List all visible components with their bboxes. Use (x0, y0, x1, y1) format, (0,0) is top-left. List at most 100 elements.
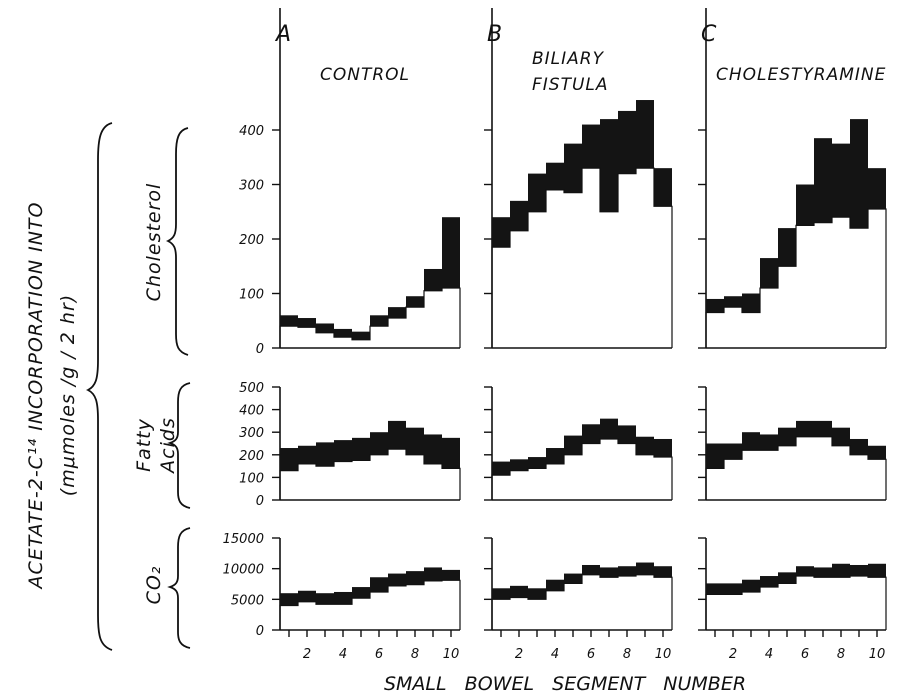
x-tick-label-b-co2: 10 (655, 647, 672, 662)
y-axis-main-label: ACETATE-2-C¹⁴ INCORPORATION INTO (25, 202, 47, 591)
x-tick-label-c-co2: 2 (729, 647, 737, 662)
lower-outline-b-co2 (491, 574, 673, 630)
range-band-c-co2 (778, 572, 796, 584)
range-band-a-cholesterol (370, 315, 388, 327)
y-tick-label-a-fatty-acids: 0 (256, 494, 264, 509)
x-axis-label: SMALL BOWEL SEGMENT NUMBER (384, 673, 746, 695)
y-tick-label-a-co2: 0 (256, 624, 264, 639)
range-band-a-cholesterol (298, 318, 316, 328)
y-tick-label-a-co2: 15000 (223, 532, 264, 547)
range-band-c-co2 (796, 566, 814, 577)
range-band-b-co2 (618, 566, 636, 577)
range-band-c-fatty-acids (724, 443, 742, 460)
range-band-c-co2 (706, 583, 724, 595)
range-band-a-cholesterol (316, 323, 334, 333)
range-band-c-fatty-acids (832, 427, 850, 446)
y-tick-label-a-cholesterol: 300 (239, 179, 264, 194)
lower-outline-b-cholesterol (491, 167, 673, 348)
range-band-c-co2 (850, 564, 868, 577)
x-tick-label-c-co2: 10 (869, 647, 886, 662)
range-band-b-co2 (492, 588, 510, 600)
range-band-b-cholesterol (564, 143, 582, 193)
lower-outline-a-cholesterol (279, 287, 461, 348)
range-band-c-cholesterol (814, 138, 832, 223)
range-band-a-fatty-acids (406, 427, 424, 455)
x-tick-label-b-co2: 2 (515, 647, 523, 662)
range-band-a-cholesterol (442, 217, 460, 289)
range-band-b-cholesterol (600, 119, 618, 212)
lower-outline-a-fatty-acids (279, 448, 461, 500)
y-tick-label-a-fatty-acids: 300 (239, 426, 264, 441)
range-band-a-fatty-acids (334, 440, 352, 462)
range-band-b-co2 (636, 562, 654, 575)
panel-c-title: CHOLESTYRAMINE (716, 65, 886, 85)
co2-brace (167, 527, 191, 649)
range-band-c-cholesterol (850, 119, 868, 229)
range-band-c-cholesterol (760, 258, 778, 289)
range-band-b-co2 (654, 566, 672, 578)
panel-a-letter: A (274, 22, 291, 47)
range-band-b-co2 (528, 588, 546, 600)
range-band-c-fatty-acids (742, 432, 760, 451)
panel-b-title-line-1: BILIARY (532, 49, 605, 69)
range-band-a-co2 (406, 571, 424, 585)
range-band-a-co2 (316, 593, 334, 605)
range-band-b-co2 (546, 579, 564, 591)
range-band-a-co2 (352, 587, 370, 599)
cholesterol-brace (165, 127, 189, 356)
y-tick-label-a-co2: 5000 (231, 593, 264, 608)
lower-outline-c-co2 (705, 575, 887, 630)
row-label-cholesterol: Cholesterol (143, 183, 165, 302)
range-band-c-fatty-acids (850, 438, 868, 455)
range-band-a-fatty-acids (280, 448, 298, 471)
range-band-a-fatty-acids (388, 420, 406, 450)
range-band-a-cholesterol (388, 307, 406, 319)
range-band-b-fatty-acids (636, 436, 654, 455)
x-tick-label-c-co2: 8 (837, 647, 845, 662)
range-band-a-co2 (388, 573, 406, 586)
x-tick-label-b-co2: 6 (587, 647, 595, 662)
range-band-c-co2 (724, 583, 742, 595)
range-band-b-fatty-acids (564, 435, 582, 455)
range-band-c-fatty-acids (868, 445, 886, 460)
chart-a-cholesterol: 0 100 200 300 400 (239, 8, 461, 357)
range-band-a-cholesterol (352, 331, 370, 340)
range-band-b-cholesterol (654, 168, 672, 207)
range-band-a-cholesterol (406, 296, 424, 308)
range-band-c-fatty-acids (778, 427, 796, 446)
x-tick-label-a-co2: 6 (375, 647, 383, 662)
chart-b-co2: 2 4 6 8 10 (484, 537, 673, 662)
x-tick-label-a-co2: 4 (339, 647, 347, 662)
range-band-b-fatty-acids (654, 438, 672, 458)
lower-outline-c-fatty-acids (705, 436, 887, 500)
range-band-a-co2 (442, 569, 460, 581)
range-band-b-fatty-acids (600, 418, 618, 439)
y-tick-label-a-cholesterol: 400 (239, 124, 264, 139)
chart-c-fatty-acids (698, 386, 887, 501)
range-band-b-fatty-acids (492, 461, 510, 476)
range-band-b-cholesterol (618, 110, 636, 174)
range-band-b-fatty-acids (618, 425, 636, 444)
range-band-a-fatty-acids (298, 445, 316, 464)
range-band-c-fatty-acids (760, 434, 778, 451)
range-band-c-fatty-acids (706, 443, 724, 469)
y-tick-label-a-fatty-acids: 400 (239, 404, 264, 419)
row-label-fatty-acids: Fatty Acids (133, 417, 179, 475)
x-tick-label-b-co2: 8 (623, 647, 631, 662)
range-band-c-cholesterol (724, 296, 742, 308)
range-band-c-cholesterol (868, 168, 886, 210)
row-label-fatty-acids-line-2: Acids (157, 417, 179, 475)
range-band-b-co2 (510, 585, 528, 598)
range-band-a-fatty-acids (316, 442, 334, 467)
panel-b-title-line-2: FISTULA (532, 75, 609, 95)
range-band-b-co2 (600, 567, 618, 578)
range-band-c-cholesterol (706, 298, 724, 313)
x-tick-label-c-co2: 4 (765, 647, 773, 662)
range-band-c-cholesterol (778, 228, 796, 267)
range-band-c-co2 (868, 563, 886, 578)
range-band-c-fatty-acids (814, 420, 832, 437)
chart-a-co2: 0 5000 10000 15000 2 4 6 8 10 (223, 532, 461, 662)
lower-outline-a-co2 (279, 579, 461, 630)
range-band-b-co2 (582, 564, 600, 575)
